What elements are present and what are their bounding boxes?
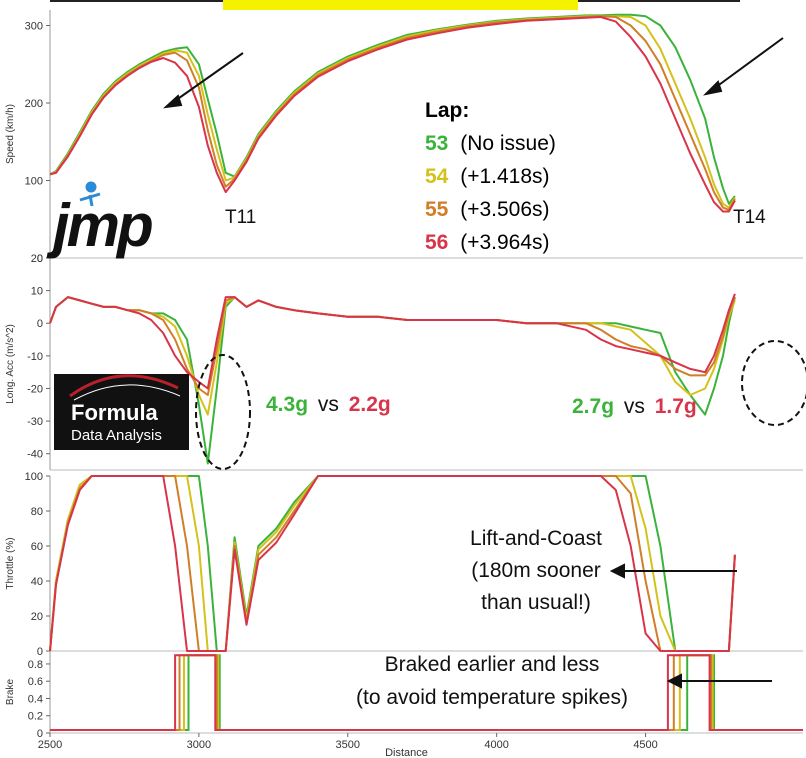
x-tick-label: 4000 bbox=[484, 739, 508, 751]
jmp-logo-text: jmp bbox=[46, 192, 152, 259]
y-axis-label: Throttle (%) bbox=[5, 537, 16, 589]
y-tick-label: 100 bbox=[25, 471, 43, 483]
y-axis-label: Speed (km/h) bbox=[5, 104, 16, 164]
person-icon bbox=[79, 181, 101, 207]
y-axis-label: Brake bbox=[5, 679, 16, 706]
formula-data-analysis-logo: Formula Data Analysis bbox=[54, 374, 189, 450]
corner-label-t14: T14 bbox=[733, 207, 766, 228]
arrow-icon bbox=[702, 37, 784, 96]
y-tick-label: 100 bbox=[25, 176, 43, 188]
legend-title: Lap: bbox=[425, 99, 469, 122]
y-tick-label: 0 bbox=[37, 646, 43, 658]
highlight-ellipse-t11 bbox=[195, 354, 251, 470]
y-tick-label: 0.2 bbox=[28, 711, 43, 723]
formula-title: Formula bbox=[71, 400, 159, 425]
arrow-icon bbox=[609, 563, 737, 579]
legend-lap: 54 bbox=[425, 165, 449, 188]
y-tick-label: 0.4 bbox=[28, 693, 43, 705]
legend-lap: 55 bbox=[425, 198, 449, 221]
y-tick-label: 0 bbox=[37, 318, 43, 330]
y-tick-label: -10 bbox=[27, 351, 43, 363]
lift-coast-line-1: Lift-and-Coast bbox=[470, 527, 602, 550]
legend-lap: 53 bbox=[425, 132, 448, 155]
legend-text: (+1.418s) bbox=[460, 165, 549, 188]
y-tick-label: 300 bbox=[25, 21, 43, 33]
x-tick-label: 3500 bbox=[336, 739, 360, 751]
legend-text: (No issue) bbox=[460, 132, 556, 155]
y-tick-label: 200 bbox=[25, 98, 43, 110]
y-tick-label: -20 bbox=[27, 383, 43, 395]
y-tick-label: 40 bbox=[31, 576, 43, 588]
lift-coast-line-2: (180m sooner bbox=[471, 559, 601, 582]
g-compare-t11: 4.3g vs 2.2g bbox=[266, 393, 391, 416]
y-tick-label: 10 bbox=[31, 286, 43, 298]
x-tick-label: 4500 bbox=[633, 739, 657, 751]
formula-subtitle: Data Analysis bbox=[71, 427, 162, 444]
braked-line-1: Braked earlier and less bbox=[385, 653, 600, 676]
brake-line-lap-56 bbox=[50, 654, 803, 731]
corner-label-t11: T11 bbox=[225, 207, 256, 228]
y-tick-label: -40 bbox=[27, 449, 43, 461]
legend-text: (+3.964s) bbox=[460, 231, 549, 254]
braked-line-2: (to avoid temperature spikes) bbox=[356, 686, 628, 709]
series-line-lap-53 bbox=[49, 13, 736, 205]
series-line-lap-56 bbox=[49, 293, 736, 390]
series-line-lap-56 bbox=[49, 475, 736, 652]
y-tick-label: 0 bbox=[37, 728, 43, 740]
g-compare-t14: 2.7g vs 1.7g bbox=[572, 395, 697, 418]
x-tick-label: 2500 bbox=[38, 739, 62, 751]
arrow-icon bbox=[666, 673, 772, 689]
series-line-lap-56 bbox=[49, 16, 736, 213]
legend-item-54: 54 (+1.418s) bbox=[425, 165, 550, 188]
jmp-logo: jmp bbox=[46, 181, 155, 259]
legend-text: (+3.506s) bbox=[460, 198, 549, 221]
arrow-icon bbox=[162, 52, 244, 109]
legend-lap: 56 bbox=[425, 231, 448, 254]
legend: Lap: 53 (No issue) 54 (+1.418s) 55 (+3.5… bbox=[425, 99, 556, 254]
y-axis-label: Long. Acc (m/s^2) bbox=[5, 324, 16, 404]
lift-coast-line-3: than usual!) bbox=[481, 591, 591, 614]
y-tick-label: 0.8 bbox=[28, 659, 43, 671]
series-line-lap-54 bbox=[49, 15, 736, 209]
legend-item-55: 55 (+3.506s) bbox=[425, 198, 550, 221]
y-tick-label: 80 bbox=[31, 506, 43, 518]
y-tick-label: 20 bbox=[31, 253, 43, 265]
y-tick-label: 60 bbox=[31, 541, 43, 553]
highlight-bar bbox=[223, 0, 578, 10]
y-tick-label: 0.6 bbox=[28, 676, 43, 688]
legend-item-56: 56 (+3.964s) bbox=[425, 231, 550, 254]
x-axis-label: Distance bbox=[385, 747, 428, 758]
y-tick-label: -30 bbox=[27, 416, 43, 428]
y-tick-label: 20 bbox=[31, 611, 43, 623]
y-tick-label: 0 bbox=[37, 253, 43, 265]
legend-item-53: 53 (No issue) bbox=[425, 132, 556, 155]
x-tick-label: 3000 bbox=[187, 739, 211, 751]
